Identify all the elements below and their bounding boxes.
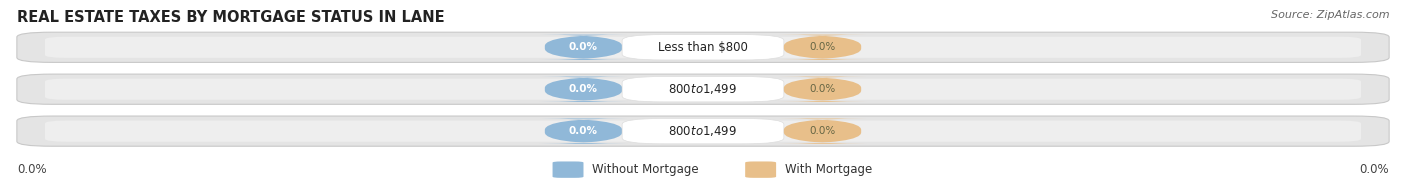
FancyBboxPatch shape xyxy=(540,76,627,102)
FancyBboxPatch shape xyxy=(45,37,1361,58)
Text: 0.0%: 0.0% xyxy=(569,126,598,136)
FancyBboxPatch shape xyxy=(779,76,866,102)
FancyBboxPatch shape xyxy=(17,116,1389,146)
FancyBboxPatch shape xyxy=(45,121,1361,142)
FancyBboxPatch shape xyxy=(621,76,785,102)
Text: Source: ZipAtlas.com: Source: ZipAtlas.com xyxy=(1271,10,1389,20)
Text: 0.0%: 0.0% xyxy=(810,84,835,94)
FancyBboxPatch shape xyxy=(17,32,1389,62)
FancyBboxPatch shape xyxy=(779,118,866,144)
Text: 0.0%: 0.0% xyxy=(810,42,835,52)
Text: REAL ESTATE TAXES BY MORTGAGE STATUS IN LANE: REAL ESTATE TAXES BY MORTGAGE STATUS IN … xyxy=(17,10,444,25)
Text: 0.0%: 0.0% xyxy=(17,163,46,176)
FancyBboxPatch shape xyxy=(621,118,785,144)
FancyBboxPatch shape xyxy=(17,74,1389,104)
Text: 0.0%: 0.0% xyxy=(1360,163,1389,176)
Text: $800 to $1,499: $800 to $1,499 xyxy=(668,124,738,138)
Text: With Mortgage: With Mortgage xyxy=(785,163,872,176)
FancyBboxPatch shape xyxy=(779,35,866,60)
Text: 0.0%: 0.0% xyxy=(569,84,598,94)
FancyBboxPatch shape xyxy=(745,161,776,178)
FancyBboxPatch shape xyxy=(553,161,583,178)
FancyBboxPatch shape xyxy=(621,35,785,60)
Text: $800 to $1,499: $800 to $1,499 xyxy=(668,82,738,96)
FancyBboxPatch shape xyxy=(45,79,1361,100)
Text: 0.0%: 0.0% xyxy=(569,42,598,52)
FancyBboxPatch shape xyxy=(540,118,627,144)
Text: Without Mortgage: Without Mortgage xyxy=(592,163,699,176)
FancyBboxPatch shape xyxy=(540,35,627,60)
Text: Less than $800: Less than $800 xyxy=(658,41,748,54)
Text: 0.0%: 0.0% xyxy=(810,126,835,136)
